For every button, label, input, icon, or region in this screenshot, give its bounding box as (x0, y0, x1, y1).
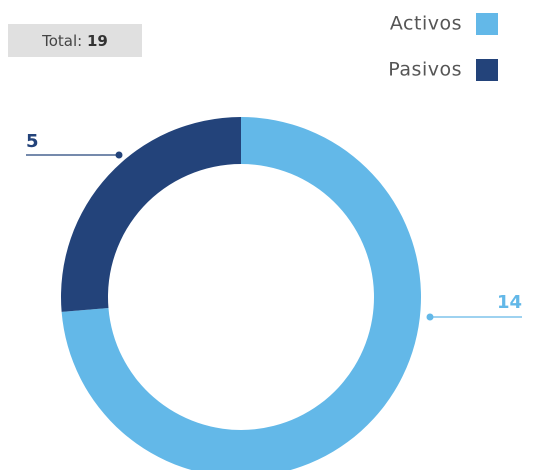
legend-label: Activos (390, 13, 462, 35)
total-box (8, 24, 142, 57)
donut-slice (61, 117, 241, 312)
leader-dot (115, 151, 123, 159)
data-label: 14 (497, 292, 522, 313)
leader-dot (426, 313, 434, 321)
legend-label: Pasivos (388, 59, 462, 81)
legend-swatch (476, 13, 498, 35)
total-value: 19 (87, 32, 108, 50)
data-label: 5 (26, 131, 39, 152)
legend-swatch (476, 59, 498, 81)
total-label: Total: (41, 32, 82, 50)
total-text: Total: 19 (41, 32, 108, 50)
